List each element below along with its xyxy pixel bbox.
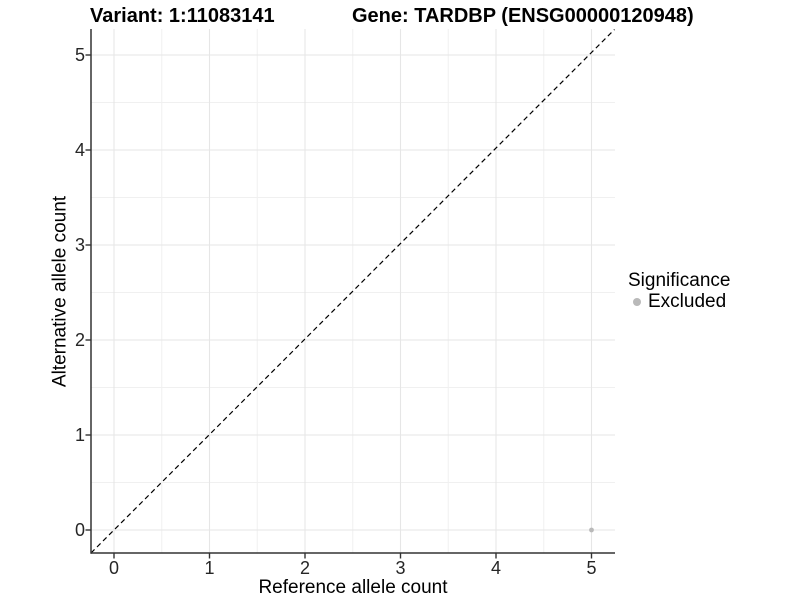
identity-dashed-line <box>90 29 615 554</box>
y-axis-title: Alternative allele count <box>49 195 71 388</box>
plot-title-variant: Variant: 1:11083141 <box>90 5 275 27</box>
data-point <box>589 527 594 533</box>
legend-item-label: Excluded <box>648 291 727 312</box>
x-tick-label: 1 <box>204 558 215 578</box>
legend-title: Significance <box>628 270 731 291</box>
x-axis-title: Reference allele count <box>258 577 448 598</box>
y-tick-label: 2 <box>74 330 85 350</box>
plot-title-gene: Gene: TARDBP (ENSG00000120948) <box>352 5 694 27</box>
x-tick-label: 3 <box>395 558 406 578</box>
y-tick-label: 1 <box>74 425 85 445</box>
data-points <box>589 527 594 533</box>
x-tick-label: 2 <box>299 558 310 578</box>
y-tick-label: 0 <box>74 520 85 540</box>
legend: Significance Excluded <box>628 270 730 311</box>
legend-item: Excluded <box>628 291 730 312</box>
x-tick-label: 5 <box>586 558 597 578</box>
y-tick-label: 4 <box>74 140 85 160</box>
y-tick-label: 5 <box>74 45 85 65</box>
grid-major-lines <box>91 29 615 553</box>
axis-tick-marks <box>85 54 593 559</box>
legend-key-dot-icon <box>633 298 641 306</box>
x-tick-label: 4 <box>490 558 501 578</box>
x-tick-label: 0 <box>108 558 119 578</box>
legend-items: Excluded <box>628 291 730 312</box>
y-tick-label: 3 <box>74 235 85 255</box>
axis-lines <box>90 29 615 554</box>
grid-minor-lines <box>91 29 615 553</box>
